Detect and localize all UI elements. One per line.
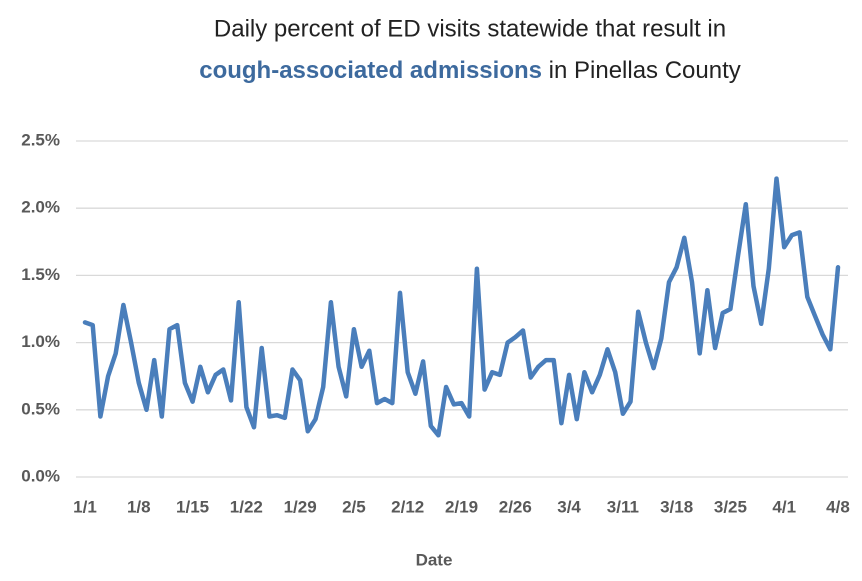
data-line	[82, 176, 841, 438]
y-tick-label: 1.5%	[21, 265, 60, 284]
x-tick-label: 1/8	[127, 497, 151, 516]
chart-subtitle: cough-associated admissions in Pinellas …	[199, 57, 741, 84]
x-tick-label: 3/11	[607, 497, 639, 516]
y-tick-label: 2.5%	[21, 130, 60, 149]
x-tick-label: 1/1	[73, 497, 97, 516]
subtitle-rest: in Pinellas County	[542, 57, 741, 84]
y-tick-label: 2.0%	[21, 198, 60, 217]
subtitle-highlight: cough-associated admissions	[199, 57, 542, 84]
x-tick-label: 2/26	[499, 497, 532, 516]
x-tick-label: 4/1	[772, 497, 796, 516]
y-tick-label: 1.0%	[21, 332, 60, 351]
y-tick-label: 0.0%	[21, 466, 60, 485]
x-tick-label: 3/25	[714, 497, 747, 516]
x-axis-label: Date	[416, 550, 453, 569]
x-tick-label: 4/8	[826, 497, 850, 516]
x-tick-label: 2/5	[342, 497, 366, 516]
x-tick-label: 1/15	[176, 497, 209, 516]
x-tick-label: 2/12	[391, 497, 424, 516]
x-tick-label: 3/4	[557, 497, 581, 516]
x-tick-label: 1/29	[284, 497, 317, 516]
x-tick-label: 1/22	[230, 497, 263, 516]
y-tick-label: 0.5%	[21, 399, 60, 418]
chart-title: Daily percent of ED visits statewide tha…	[214, 15, 726, 42]
x-tick-label: 2/19	[445, 497, 478, 516]
x-tick-label: 3/18	[660, 497, 693, 516]
